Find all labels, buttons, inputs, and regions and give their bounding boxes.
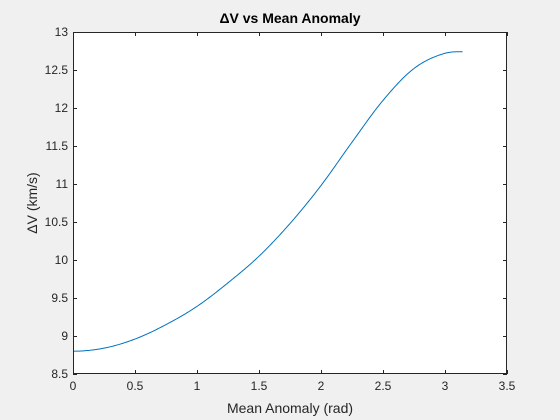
y-tick-label: 10 xyxy=(55,253,69,267)
y-tick-label: 12 xyxy=(55,101,69,115)
x-tick-label: 1 xyxy=(194,379,201,393)
x-tick-label: 0.5 xyxy=(127,379,144,393)
plot-area-background xyxy=(73,32,507,374)
y-tick-label: 11 xyxy=(56,177,69,191)
x-tick-label: 2.5 xyxy=(375,379,392,393)
y-tick-label: 9 xyxy=(61,329,68,343)
x-tick-label: 0 xyxy=(70,379,77,393)
y-tick-label: 10.5 xyxy=(45,215,69,229)
y-tick-label: 12.5 xyxy=(45,63,69,77)
x-tick-label: 1.5 xyxy=(251,379,268,393)
y-axis-title: ΔV (km/s) xyxy=(24,172,40,233)
x-tick-label: 3.5 xyxy=(499,379,516,393)
y-tick-label: 13 xyxy=(55,25,69,39)
x-axis-title: Mean Anomaly (rad) xyxy=(227,400,353,416)
x-tick-label: 3 xyxy=(442,379,449,393)
y-tick-label: 11.5 xyxy=(46,139,69,153)
y-tick-label: 9.5 xyxy=(51,291,68,305)
y-tick-label: 8.5 xyxy=(51,367,68,381)
x-tick-label: 2 xyxy=(318,379,325,393)
chart-title: ΔV vs Mean Anomaly xyxy=(219,10,360,26)
